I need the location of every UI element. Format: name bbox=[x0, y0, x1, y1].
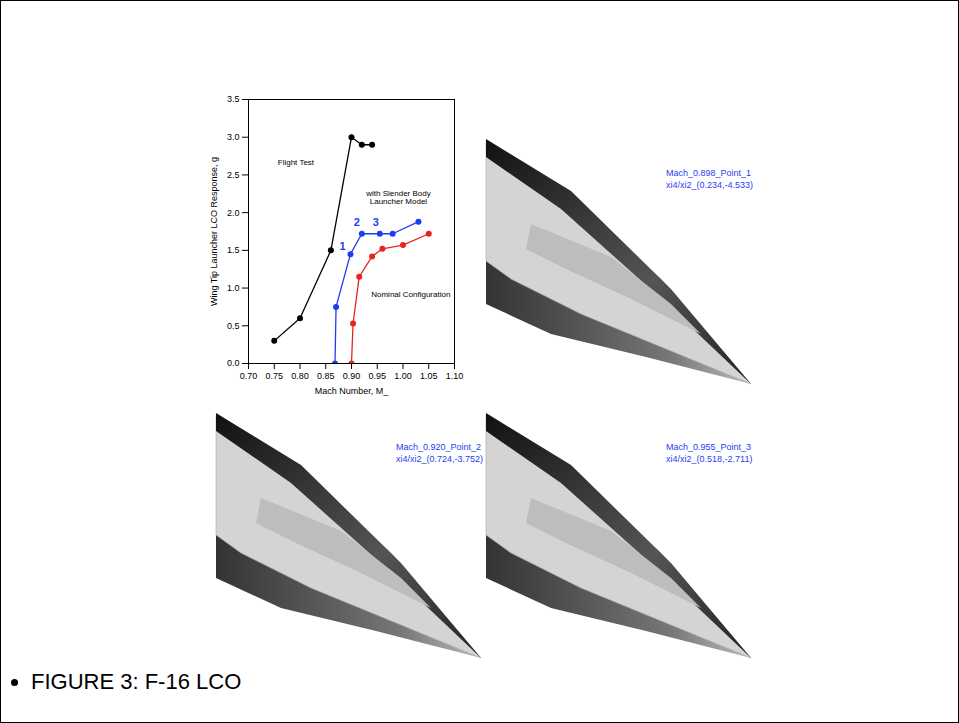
svg-text:1.0: 1.0 bbox=[227, 283, 240, 293]
svg-text:xi4/xi2_(0.234,-4.533): xi4/xi2_(0.234,-4.533) bbox=[666, 180, 753, 190]
svg-text:xi4/xi2_(0.724,-3.752): xi4/xi2_(0.724,-3.752) bbox=[396, 454, 483, 464]
svg-text:with Slender BodyLauncher Mode: with Slender BodyLauncher Model bbox=[365, 189, 430, 206]
svg-text:0.0: 0.0 bbox=[227, 358, 240, 368]
svg-text:xi4/xi2_(0.518,-2.711): xi4/xi2_(0.518,-2.711) bbox=[666, 454, 752, 464]
svg-text:1.00: 1.00 bbox=[394, 371, 412, 381]
svg-text:2.5: 2.5 bbox=[227, 170, 240, 180]
svg-text:0.90: 0.90 bbox=[343, 371, 361, 381]
svg-text:3.5: 3.5 bbox=[227, 94, 240, 104]
svg-text:Mach_0.955_Point_3: Mach_0.955_Point_3 bbox=[666, 442, 751, 452]
svg-text:2: 2 bbox=[354, 216, 360, 228]
svg-text:Mach Number, M_: Mach Number, M_ bbox=[315, 386, 390, 396]
svg-text:Mach_0.898_Point_1: Mach_0.898_Point_1 bbox=[666, 168, 751, 178]
svg-text:0.80: 0.80 bbox=[291, 371, 309, 381]
svg-text:Mach_0.920_Point_2: Mach_0.920_Point_2 bbox=[396, 442, 481, 452]
svg-text:0.70: 0.70 bbox=[240, 371, 258, 381]
svg-text:0.75: 0.75 bbox=[265, 371, 283, 381]
svg-text:Nominal Configuration: Nominal Configuration bbox=[371, 290, 450, 299]
svg-text:3.0: 3.0 bbox=[227, 132, 240, 142]
svg-text:3: 3 bbox=[373, 216, 379, 228]
svg-text:1: 1 bbox=[339, 240, 345, 252]
svg-text:0.85: 0.85 bbox=[317, 371, 335, 381]
svg-text:2.0: 2.0 bbox=[227, 208, 240, 218]
svg-text:Flight Test: Flight Test bbox=[278, 158, 315, 167]
svg-text:1.5: 1.5 bbox=[227, 245, 240, 255]
svg-text:Wing Tip Launcher LCO Response: Wing Tip Launcher LCO Response, g bbox=[209, 157, 219, 306]
svg-text:0.95: 0.95 bbox=[368, 371, 386, 381]
html-text:FIGURE 3: F-16 LCO: FIGURE 3: F-16 LCO bbox=[31, 669, 242, 694]
svg-text:1.10: 1.10 bbox=[446, 371, 464, 381]
svg-text:1.05: 1.05 bbox=[420, 371, 438, 381]
svg-text:0.5: 0.5 bbox=[227, 321, 240, 331]
